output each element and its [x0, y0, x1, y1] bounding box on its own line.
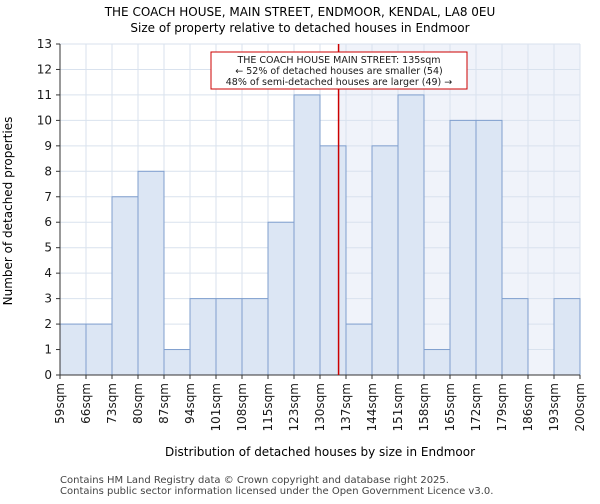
y-tick-label: 6	[44, 215, 52, 229]
footer-line-2: Contains public sector information licen…	[60, 486, 493, 497]
x-tick-label: 115sqm	[261, 383, 275, 431]
histogram-bar	[215, 298, 243, 376]
y-tick-label: 3	[44, 292, 52, 306]
histogram-bar	[163, 349, 191, 376]
y-tick-label: 5	[44, 241, 52, 255]
histogram-bar	[423, 349, 451, 376]
histogram-bar	[553, 298, 581, 376]
x-tick-label: 151sqm	[391, 383, 405, 431]
x-tick-label: 66sqm	[79, 383, 93, 424]
x-tick-label: 59sqm	[53, 383, 67, 424]
chart-subtitle: Size of property relative to detached ho…	[130, 21, 469, 35]
y-tick-label: 12	[37, 62, 52, 76]
histogram-bar	[371, 145, 399, 376]
x-tick-label: 144sqm	[365, 383, 379, 431]
x-tick-label: 165sqm	[443, 383, 457, 431]
chart-title: THE COACH HOUSE, MAIN STREET, ENDMOOR, K…	[104, 5, 496, 19]
histogram-bar	[267, 221, 295, 376]
histogram-bar	[137, 170, 165, 376]
x-tick-label: 179sqm	[495, 383, 509, 431]
x-tick-label: 101sqm	[209, 383, 223, 431]
y-tick-label: 4	[44, 266, 52, 280]
y-tick-label: 9	[44, 139, 52, 153]
annotation-smaller: ← 52% of detached houses are smaller (54…	[235, 66, 442, 77]
x-tick-label: 193sqm	[547, 383, 561, 431]
x-tick-label: 172sqm	[469, 383, 483, 431]
y-tick-label: 0	[44, 368, 52, 382]
histogram-bar	[449, 119, 477, 376]
y-axis-label: Number of detached properties	[1, 117, 15, 306]
annotation-title: THE COACH HOUSE MAIN STREET: 135sqm	[236, 55, 440, 66]
y-tick-label: 7	[44, 190, 52, 204]
x-tick-label: 73sqm	[105, 383, 119, 424]
y-tick-label: 8	[44, 164, 52, 178]
x-tick-label: 186sqm	[521, 383, 535, 431]
histogram-bar	[189, 298, 217, 376]
histogram-bar	[59, 323, 87, 376]
x-tick-label: 87sqm	[157, 383, 171, 424]
x-axis-label: Distribution of detached houses by size …	[165, 445, 475, 459]
histogram-bar	[345, 323, 373, 376]
x-tick-label: 123sqm	[287, 383, 301, 431]
x-tick-label: 158sqm	[417, 383, 431, 431]
x-tick-label: 137sqm	[339, 383, 353, 431]
annotation-larger: 48% of semi-detached houses are larger (…	[226, 77, 453, 88]
histogram-bar	[111, 196, 139, 376]
y-tick-label: 11	[37, 88, 52, 102]
histogram-bar	[475, 119, 503, 376]
histogram-bar	[397, 94, 425, 376]
histogram-bar	[85, 323, 113, 376]
y-tick-label: 1	[44, 343, 52, 357]
x-tick-label: 130sqm	[313, 383, 327, 431]
histogram-bar	[241, 298, 269, 376]
y-tick-label: 10	[37, 113, 52, 127]
x-tick-label: 80sqm	[131, 383, 145, 424]
y-tick-label: 13	[37, 37, 52, 51]
y-tick-label: 2	[44, 317, 52, 331]
annotation-box	[210, 51, 468, 90]
histogram-bar	[293, 94, 321, 376]
histogram-bar	[501, 298, 529, 376]
histogram-bar	[319, 145, 347, 376]
x-tick-label: 94sqm	[183, 383, 197, 424]
x-tick-label: 108sqm	[235, 383, 249, 431]
x-tick-label: 200sqm	[573, 383, 587, 431]
footer-line-1: Contains HM Land Registry data © Crown c…	[60, 475, 449, 486]
